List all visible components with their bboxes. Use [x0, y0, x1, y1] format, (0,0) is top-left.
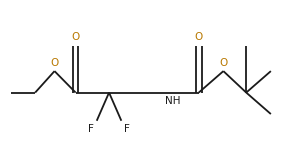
Text: O: O	[219, 58, 228, 68]
Text: F: F	[124, 124, 130, 134]
Text: F: F	[88, 124, 94, 134]
Text: O: O	[195, 32, 203, 42]
Text: O: O	[71, 32, 80, 42]
Text: O: O	[51, 58, 59, 68]
Text: NH: NH	[165, 96, 180, 106]
